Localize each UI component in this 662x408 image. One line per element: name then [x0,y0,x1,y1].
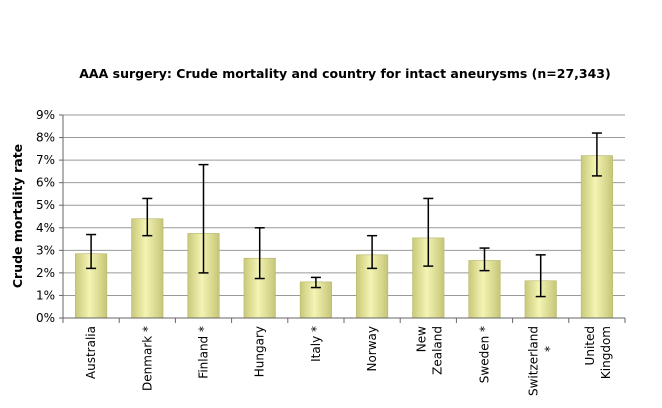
x-tick-label: United Kingdom [583,326,613,379]
y-tick-label: 2% [36,266,55,280]
y-tick-label: 4% [36,221,55,235]
y-tick-label: 0% [36,311,55,325]
error-bar [479,247,490,272]
bar [580,155,613,319]
error-bar [142,197,153,237]
error-bar [198,163,209,274]
x-tick-label: Hungary [253,326,267,377]
y-tick-label: 9% [36,108,55,122]
error-bar [254,227,265,280]
y-axis-label: Crude mortality rate [10,144,25,288]
error-bar [535,254,546,298]
bar [75,253,108,319]
y-tick-label: 7% [36,153,55,167]
y-tick-label: 6% [36,176,55,190]
x-tick-label: Sweden * [478,326,492,383]
chart-title: AAA surgery: Crude mortality and country… [79,66,610,81]
x-tick-label: Switzerland * [527,326,557,396]
y-tick-label: 5% [36,198,55,212]
error-bar [423,197,434,267]
x-tick-label: Finland * [197,326,211,379]
x-tick-label: New Zealand [414,326,444,375]
y-tick-label: 8% [36,131,55,145]
y-tick-label: 3% [36,243,55,257]
x-tick-label: Australia [84,326,98,379]
y-tick-label: 1% [36,288,55,302]
x-tick-label: Norway [365,326,379,372]
x-tick-label: Denmark * [140,326,154,391]
error-bar [367,234,378,270]
error-bar [310,276,321,289]
error-bar [86,233,97,270]
x-tick-label: Italy * [309,326,323,362]
error-bar [591,132,602,177]
